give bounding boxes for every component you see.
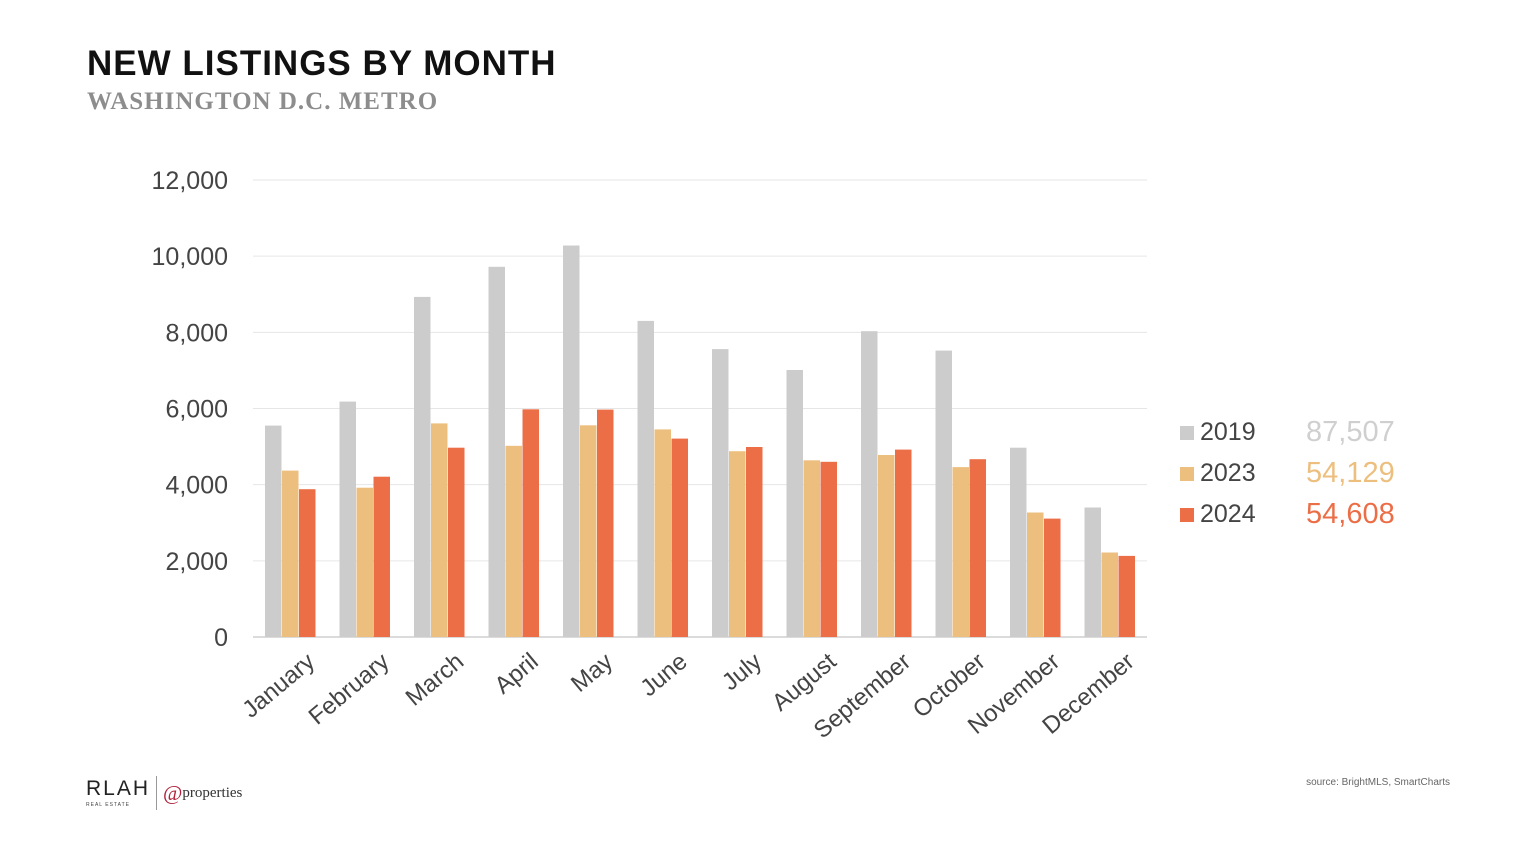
bar-2023-february [356,487,373,637]
rlah-logo-subtext: REAL ESTATE [86,802,130,808]
bar-2024-june [671,438,688,637]
bar-2024-may [597,409,614,637]
y-tick-label: 2,000 [165,548,228,576]
y-tick-label: 6,000 [165,396,228,424]
legend-swatch [1180,425,1194,440]
bar-2023-october [952,467,969,637]
bar-2024-march [448,447,465,637]
legend-label: 2019 [1200,418,1256,446]
x-tick-label: May [566,648,618,698]
bar-2023-march [431,423,448,637]
bar-2024-december [1118,555,1135,637]
y-axis-ticks: 0 2,000 4,000 6,000 8,000 10,000 12,000 [152,167,228,652]
bar-2019-july [712,349,729,637]
bar-2023-april [505,445,522,637]
bar-2023-august [803,460,820,637]
legend: 2019 87,507 2023 54,129 2024 54,608 [1180,412,1440,535]
legend-total: 54,129 [1306,457,1395,489]
bar-2019-april [488,266,505,637]
bar-2024-february [373,476,390,637]
grid-lines [253,179,1147,638]
bar-2024-january [299,489,316,637]
legend-swatch [1180,507,1194,522]
brand-logos: RLAH REAL ESTATE @ properties [86,776,242,810]
bar-2023-may [580,425,597,637]
y-tick-label: 8,000 [165,319,228,347]
bar-2023-january [282,470,299,637]
y-tick-label: 0 [214,624,228,652]
properties-logo-text: properties [182,784,243,801]
bar-2024-august [820,461,837,637]
rlah-logo: RLAH REAL ESTATE [86,777,151,809]
bar-2019-january [265,425,282,637]
rlah-logo-text: RLAH [86,777,151,800]
bars [265,245,1135,637]
bar-2023-june [654,429,671,637]
bar-2024-july [746,447,763,637]
bar-2019-november [1010,447,1027,637]
x-tick-label: February [304,648,395,730]
bar-2019-august [786,370,803,637]
legend-item-2024: 2024 54,608 [1180,494,1440,535]
bar-2024-november [1044,518,1061,637]
bar-2019-may [563,245,580,637]
bar-2019-september [861,331,878,637]
legend-label: 2024 [1200,500,1256,528]
properties-at-icon: @ [163,780,183,805]
bar-2023-september [878,455,895,637]
legend-total: 54,608 [1306,498,1395,530]
legend-item-2019: 2019 87,507 [1180,412,1440,453]
chart-title: NEW LISTINGS BY MONTH [87,44,557,83]
bar-2019-march [414,296,431,637]
x-tick-label: April [489,648,543,700]
x-tick-label: March [401,648,469,712]
logo-divider [156,776,158,810]
x-tick-label: June [635,648,692,702]
legend-label: 2023 [1200,459,1256,487]
bar-2019-december [1084,507,1101,637]
x-tick-label: July [717,648,767,696]
source-note: source: BrightMLS, SmartCharts [1306,777,1450,788]
legend-total: 87,507 [1306,416,1395,448]
bar-2019-october [935,350,952,637]
legend-item-2023: 2023 54,129 [1180,453,1440,494]
bar-2019-june [637,320,654,637]
y-tick-label: 12,000 [152,167,228,195]
bar-2023-december [1101,552,1118,637]
bar-2023-july [729,451,746,637]
bar-2024-april [522,409,539,637]
bar-2019-february [339,401,356,637]
chart-subtitle: WASHINGTON D.C. METRO [87,88,439,115]
y-tick-label: 4,000 [165,472,228,500]
legend-swatch [1180,466,1194,481]
y-tick-label: 10,000 [152,243,228,271]
bar-2024-october [969,459,986,637]
bar-2024-september [895,449,912,637]
bar-2023-november [1027,512,1044,637]
